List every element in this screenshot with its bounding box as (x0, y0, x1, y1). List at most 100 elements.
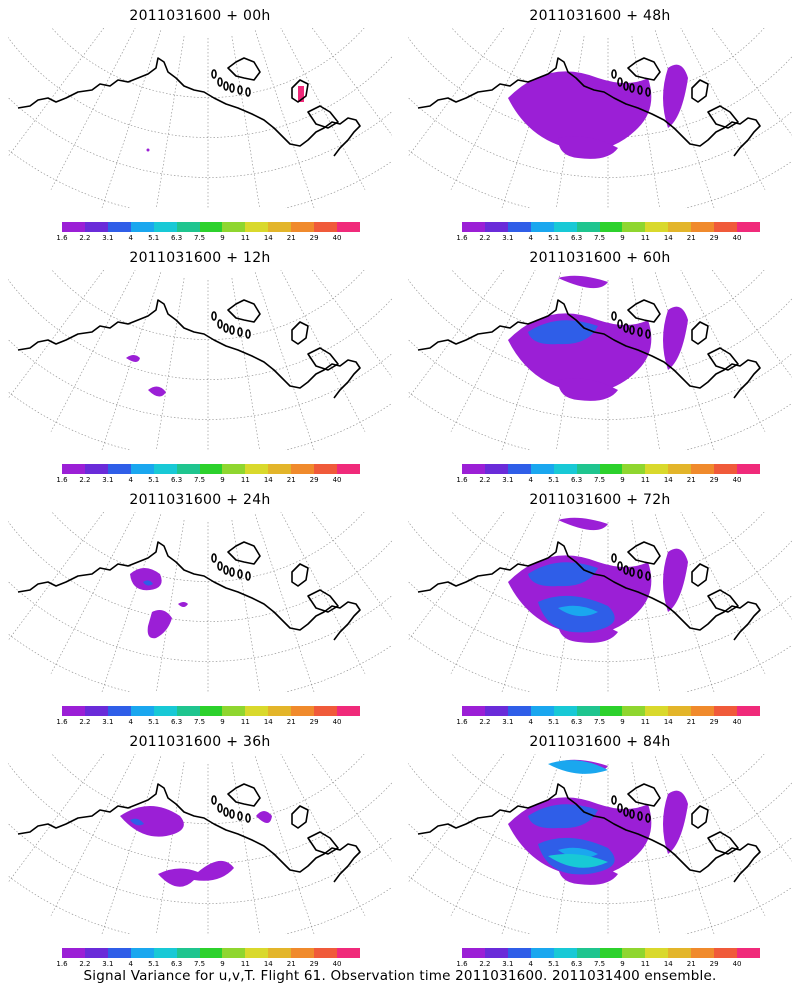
colorbar-swatch (507, 706, 531, 716)
colorbar-tick-label: 6.3 (571, 476, 583, 484)
colorbar-tick-label: 40 (732, 476, 742, 484)
colorbar-tick-label: 40 (332, 234, 342, 242)
colorbar-swatch (84, 222, 108, 232)
colorbar-tick-label: 3.1 (502, 960, 514, 968)
colorbar-tick-label: 11 (240, 718, 250, 726)
colorbar-tick-label: 29 (709, 718, 719, 726)
colorbar-swatch (107, 464, 131, 474)
panel-title: 2011031600 + 12h (129, 250, 271, 266)
colorbar-swatch (691, 706, 715, 716)
colorbar-swatch (314, 706, 338, 716)
colorbar-swatch (576, 948, 600, 958)
colorbar-tick-label: 21 (286, 476, 296, 484)
colorbar-swatch (130, 464, 154, 474)
colorbar-swatch (484, 948, 508, 958)
colorbar-tick-label: 14 (663, 234, 673, 242)
colorbar-tick-label: 2.2 (479, 234, 491, 242)
colorbar (62, 222, 360, 232)
colorbar-tick-label: 7.5 (193, 476, 206, 484)
map-panel: 2011031600 + 48h 1.6 2.2 3.1 4 5.1 6.3 7.5 9 11 14… (400, 0, 800, 245)
colorbar-swatch (176, 464, 200, 474)
colorbar-swatch (153, 948, 177, 958)
colorbar-swatch (222, 464, 246, 474)
colorbar-swatch (576, 222, 600, 232)
colorbar-tick-label: 9 (220, 234, 225, 242)
colorbar-swatch (245, 948, 269, 958)
colorbar-swatch (268, 222, 292, 232)
colorbar-labels: 1.6 2.2 3.1 4 5.1 6.3 7.5 9 11 14 21 29 40 (456, 476, 760, 486)
colorbar-tick-label: 3.1 (102, 960, 114, 968)
colorbar-tick-label: 40 (732, 960, 742, 968)
colorbar-swatch (484, 222, 508, 232)
colorbar-swatch (130, 706, 154, 716)
colorbar-swatch (199, 464, 223, 474)
colorbar-tick-label: 11 (640, 960, 650, 968)
figure-caption: Signal Variance for u,v,T. Flight 61. Ob… (83, 968, 717, 984)
colorbar-swatch (62, 464, 85, 474)
colorbar-tick-label: 2.2 (79, 960, 91, 968)
colorbar-tick-label: 1.6 (56, 234, 68, 242)
colorbar-tick-label: 3.1 (102, 476, 114, 484)
colorbar-swatch (599, 222, 623, 232)
polar-map (8, 754, 392, 934)
polar-map (408, 512, 792, 692)
colorbar-swatch (176, 706, 200, 716)
colorbar-tick-label: 9 (620, 234, 625, 242)
colorbar (62, 464, 360, 474)
colorbar-tick-label: 5.1 (148, 234, 160, 242)
colorbar-tick-label: 5.1 (148, 476, 160, 484)
colorbar-swatch (84, 464, 108, 474)
colorbar-labels: 1.6 2.2 3.1 4 5.1 6.3 7.5 9 11 14 21 29 40 (56, 718, 360, 728)
colorbar-swatch (553, 706, 577, 716)
colorbar-tick-label: 3.1 (502, 476, 514, 484)
colorbar-swatch (553, 948, 577, 958)
colorbar (62, 948, 360, 958)
colorbar-tick-label: 14 (263, 476, 273, 484)
colorbar-tick-label: 11 (640, 476, 650, 484)
colorbar-tick-label: 29 (309, 960, 319, 968)
colorbar-tick-label: 6.3 (171, 960, 183, 968)
colorbar-swatch (484, 464, 508, 474)
colorbar-swatch (530, 222, 554, 232)
colorbar-swatch (62, 706, 85, 716)
colorbar-tick-label: 4 (528, 718, 533, 726)
colorbar-swatch (576, 706, 600, 716)
colorbar-tick-label: 7.5 (193, 718, 206, 726)
colorbar-swatch (714, 464, 738, 474)
colorbar-swatch (176, 222, 200, 232)
colorbar-tick-label: 6.3 (571, 234, 583, 242)
colorbar-tick-label: 29 (309, 234, 319, 242)
colorbar-tick-label: 40 (332, 718, 342, 726)
colorbar-tick-label: 14 (663, 960, 673, 968)
colorbar-tick-label: 40 (332, 960, 342, 968)
panel-title: 2011031600 + 00h (129, 8, 271, 24)
colorbar-tick-label: 7.5 (593, 476, 606, 484)
colorbar-tick-label: 9 (620, 960, 625, 968)
colorbar-tick-label: 3.1 (502, 718, 514, 726)
colorbar-tick-label: 9 (220, 960, 225, 968)
colorbar-swatch (599, 706, 623, 716)
colorbar-tick-label: 4 (128, 476, 133, 484)
colorbar-swatch (668, 706, 692, 716)
colorbar-tick-label: 3.1 (502, 234, 514, 242)
colorbar-swatch (737, 222, 760, 232)
colorbar-tick-label: 6.3 (571, 960, 583, 968)
colorbar-swatch (222, 706, 246, 716)
colorbar-tick-label: 7.5 (593, 960, 606, 968)
colorbar-tick-label: 1.6 (56, 718, 68, 726)
colorbar-tick-label: 4 (128, 718, 133, 726)
colorbar (462, 706, 760, 716)
colorbar-swatch (507, 222, 531, 232)
panel-title: 2011031600 + 48h (529, 8, 671, 24)
colorbar-swatch (645, 222, 669, 232)
colorbar-tick-label: 21 (686, 234, 696, 242)
colorbar-swatch (314, 222, 338, 232)
colorbar-tick-label: 11 (240, 234, 250, 242)
colorbar (462, 464, 760, 474)
colorbar-swatch (691, 464, 715, 474)
colorbar-tick-label: 21 (686, 960, 696, 968)
colorbar-tick-label: 29 (709, 234, 719, 242)
colorbar-tick-label: 2.2 (79, 476, 91, 484)
colorbar-labels: 1.6 2.2 3.1 4 5.1 6.3 7.5 9 11 14 21 29 40 (456, 234, 760, 244)
colorbar-labels: 1.6 2.2 3.1 4 5.1 6.3 7.5 9 11 14 21 29 40 (456, 960, 760, 970)
